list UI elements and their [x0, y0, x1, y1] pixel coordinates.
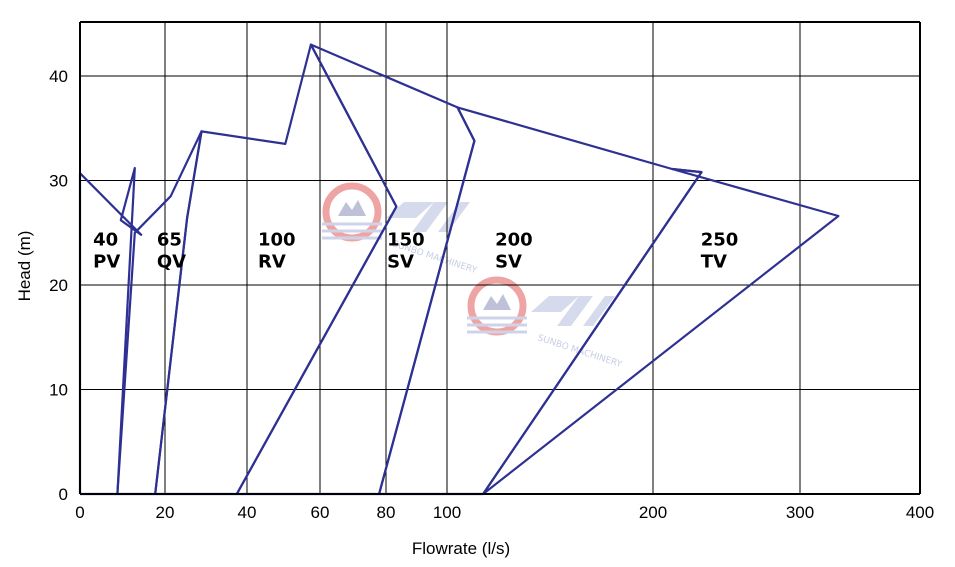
x-axis-title: Flowrate (l/s) — [412, 539, 510, 558]
x-tick-labels: 0 20 40 60 80 100 200 300 400 — [75, 503, 934, 522]
y-axis-title: Head (m) — [15, 231, 34, 302]
x-tick-label-0: 0 — [75, 503, 84, 522]
x-tick-label-300: 300 — [786, 503, 814, 522]
series-label-65-qv-size: 65 — [157, 229, 182, 250]
y-tick-label-0: 0 — [59, 485, 68, 504]
series-label-250-tv-size: 250 — [701, 229, 739, 250]
watermark-glyph-icon — [531, 296, 579, 312]
x-tick-label-400: 400 — [906, 503, 934, 522]
watermark-ship-icon — [483, 294, 511, 310]
x-tick-label-20: 20 — [156, 503, 175, 522]
series-label-150-sv-size: 150 — [387, 229, 425, 250]
y-tick-label-40: 40 — [49, 67, 68, 86]
series-label-40-pv-size: 40 — [93, 229, 118, 250]
watermark-glyph-icon — [557, 296, 593, 326]
series-label-250-tv-model: TV — [701, 251, 727, 272]
x-tick-label-60: 60 — [311, 503, 330, 522]
watermark-glyph-icon — [412, 202, 448, 232]
watermark-glyph-icon — [386, 202, 434, 218]
series-label-150-sv-model: SV — [387, 251, 414, 272]
series-outline-250-tv — [482, 167, 840, 495]
watermark-glyph-icon — [583, 296, 615, 326]
y-tick-labels: 0 10 20 30 40 — [49, 67, 68, 504]
series-label-40-pv-model: PV — [93, 251, 120, 272]
y-tick-label-30: 30 — [49, 172, 68, 191]
y-tick-label-20: 20 — [49, 276, 68, 295]
series-label-65-qv-model: QV — [157, 251, 186, 272]
series-label-200-sv-model: SV — [495, 251, 522, 272]
grid-lines — [80, 22, 920, 494]
series-label-100-rv-size: 100 — [258, 229, 296, 250]
x-tick-label-40: 40 — [238, 503, 257, 522]
y-tick-label-10: 10 — [49, 381, 68, 400]
x-tick-label-80: 80 — [377, 503, 396, 522]
watermark-ship-icon — [338, 200, 366, 216]
x-tick-label-100: 100 — [433, 503, 461, 522]
series-label-200-sv-size: 200 — [495, 229, 533, 250]
x-tick-label-200: 200 — [639, 503, 667, 522]
axes — [79, 21, 921, 495]
series-label-100-rv-model: RV — [258, 251, 286, 272]
